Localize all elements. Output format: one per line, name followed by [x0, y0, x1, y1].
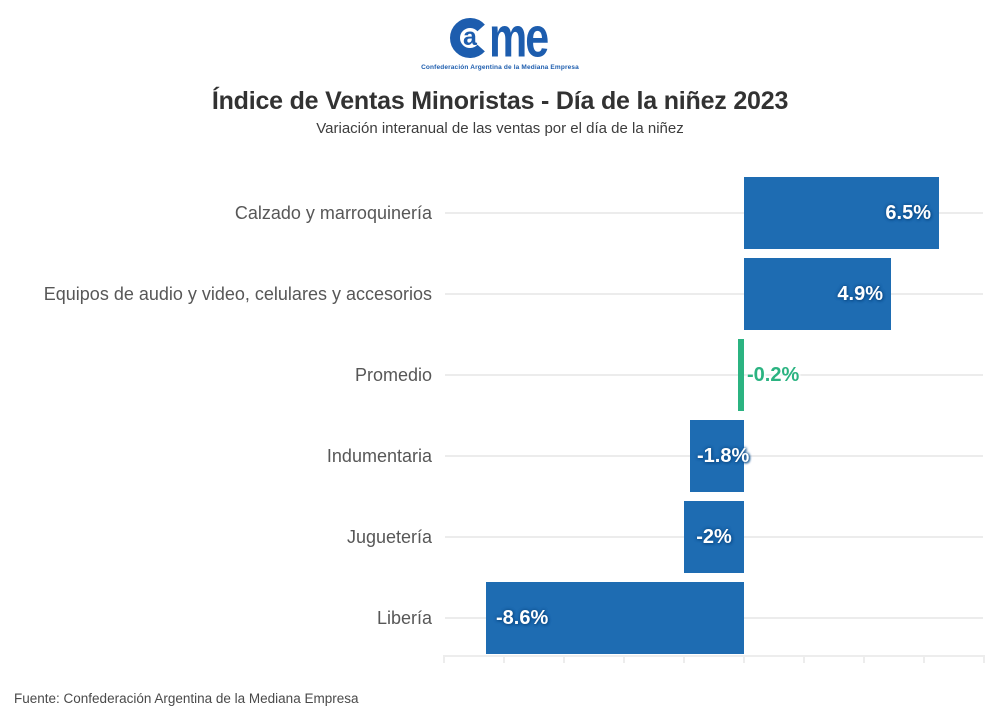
- value-label: 6.5%: [885, 202, 931, 224]
- x-axis-tick: [503, 655, 505, 663]
- gridline: [445, 293, 983, 295]
- came-logo-tagline: Confederación Argentina de la Mediana Em…: [421, 64, 579, 71]
- came-logo: a me Confederación Argentina de la Media…: [0, 4, 1000, 72]
- logo-letters-me: me: [489, 4, 548, 68]
- page-subtitle: Variación interanual de las ventas por e…: [316, 120, 684, 137]
- source-note: Fuente: Confederación Argentina de la Me…: [14, 691, 359, 706]
- x-axis-tick: [683, 655, 685, 663]
- page-title: Índice de Ventas Minoristas - Día de la …: [211, 87, 789, 115]
- gridline: [445, 212, 983, 214]
- x-axis-tick: [563, 655, 565, 663]
- logo-letter-a: a: [463, 23, 478, 51]
- bar: [690, 420, 744, 492]
- category-label: Calzado y marroquinería: [234, 203, 432, 223]
- value-label: 4.9%: [837, 283, 883, 305]
- gridline: [445, 374, 983, 376]
- bar: [684, 501, 744, 573]
- x-axis-tick: [863, 655, 865, 663]
- category-label: Equipos de audio y video, celulares y ac…: [43, 284, 432, 304]
- x-axis-tick: [803, 655, 805, 663]
- x-axis-tick: [443, 655, 445, 663]
- x-axis-tick: [743, 655, 745, 663]
- category-label: Juguetería: [346, 527, 432, 547]
- category-label: Libería: [376, 608, 432, 628]
- x-axis-tick: [623, 655, 625, 663]
- bar-highlight: [738, 339, 744, 411]
- value-label: -8.6%: [496, 607, 549, 629]
- category-label: Promedio: [354, 365, 432, 385]
- bar: [486, 582, 744, 654]
- logo-c-ring: [450, 18, 485, 58]
- x-axis-tick: [983, 655, 985, 663]
- value-label: -2%: [696, 526, 732, 548]
- bar: [744, 258, 891, 330]
- x-axis-line: [443, 655, 985, 657]
- value-label: -0.2%: [747, 364, 800, 386]
- category-label: Indumentaria: [326, 446, 432, 466]
- value-label: -1.8%: [697, 445, 750, 467]
- came-logo-mark: a me: [450, 4, 550, 69]
- bar: [744, 177, 939, 249]
- x-axis-tick: [923, 655, 925, 663]
